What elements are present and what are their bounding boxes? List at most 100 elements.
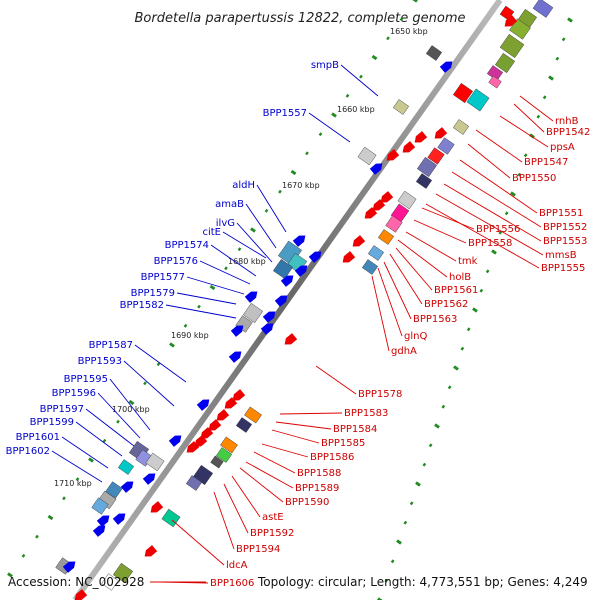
gene-label: BPP1602 [6,446,50,457]
leader-line [213,491,235,550]
ruler-tick [209,284,216,291]
gene-arrow [196,399,210,411]
gene-arrow [352,235,366,247]
leader-line [421,207,475,230]
gene-block [416,156,438,178]
map-title: Bordetella parapertussis 12822, complete… [135,11,466,26]
gene-arrow [380,191,394,203]
ruler-tick [453,365,459,371]
gene-arrow [228,351,242,363]
ruler-tick [75,477,80,482]
gene-label: BPP1589 [295,483,339,494]
gene-arrow [274,295,288,307]
leader-line [199,260,251,285]
ruler-label: 1660 kbp [337,105,375,114]
gene-label: BPP1577 [141,272,185,283]
ruler-label: 1690 kbp [171,331,209,340]
gene-label: smpB [311,60,339,71]
ruler-tick [62,496,66,501]
leader-line [308,112,351,143]
leader-line [134,344,187,383]
leader-line [75,421,123,457]
gene-block [466,88,490,112]
leader-line [397,239,448,278]
ruler-tick [116,419,120,424]
ruler-tick [415,481,421,487]
ruler-tick [542,95,547,100]
leader-line [451,171,542,228]
gene-arrow [62,561,76,573]
ruler-tick [422,462,427,467]
ruler-tick [21,553,26,558]
gene-label: ldcA [226,560,248,571]
gene-label: BPP1574 [165,240,209,251]
gene-block [91,497,109,515]
gene-label: BPP1590 [285,497,329,508]
gene-arrow [342,251,356,263]
leader-lines [51,64,554,584]
leader-line [275,421,332,430]
gene-arrow [294,265,308,277]
gene-arrow [92,525,106,537]
gene-label: astE [262,512,284,523]
leader-line [383,261,412,320]
leader-line [85,408,135,447]
gene-arrow [216,409,230,421]
ruler-tick [278,189,282,194]
gene-label: BPP1555 [541,263,585,274]
gene-label: glnQ [404,331,427,342]
leader-line [223,483,249,534]
gene-block [437,137,455,155]
ruler-tick [371,54,378,61]
gene-label: aldH [232,180,255,191]
gene-label: ppsA [550,142,575,153]
gene-label: BPP1596 [52,388,96,399]
gene-label: BPP1547 [524,157,568,168]
gene-arrow [142,473,156,485]
gene-label: rnhB [555,116,579,127]
leader-line [186,276,245,295]
leader-line [377,267,403,337]
gene-arrow [414,131,428,143]
ruler-tick [434,423,440,429]
gene-label: tmk [458,256,478,267]
ruler-tick [460,346,465,351]
gene-block [361,259,379,275]
ruler-tick [523,153,528,158]
accession-text: Accession: NC_002928 [8,575,144,589]
gene-arrow [186,441,200,453]
gene-block [145,452,165,472]
gene-arrow [402,141,416,153]
gene-label: BPP1576 [154,256,198,267]
ruler-tick [264,208,269,213]
gene-block [357,146,377,166]
gene-label: BPP1558 [468,238,512,249]
gene-block [235,417,253,433]
leader-line [231,475,261,518]
leader-line [395,247,433,291]
gene-arrow [244,291,258,303]
gene-label: BPP1594 [236,544,280,555]
ruler-ticks [7,0,573,600]
ruler-tick [128,399,135,406]
gene-label: BPP1556 [476,224,520,235]
leader-line [340,64,379,97]
leader-line [271,429,320,444]
leader-line [236,222,273,263]
gene-label: BPP1552 [543,222,587,233]
ruler-tick [504,211,509,216]
ruler-tick [7,572,13,578]
leader-line [443,183,542,242]
gene-block [509,18,531,40]
leader-line [315,365,357,395]
gene-arrow [308,251,322,263]
gene-block [185,475,203,491]
leader-line [239,467,284,503]
gene-label: BPP1606 [210,578,254,589]
gene-label: BPP1597 [40,404,84,415]
ruler-tick [143,381,147,386]
gene-block [244,406,262,424]
gene-label: BPP1599 [30,417,74,428]
ruler-tick [35,534,39,539]
gene-arrow [284,333,298,345]
